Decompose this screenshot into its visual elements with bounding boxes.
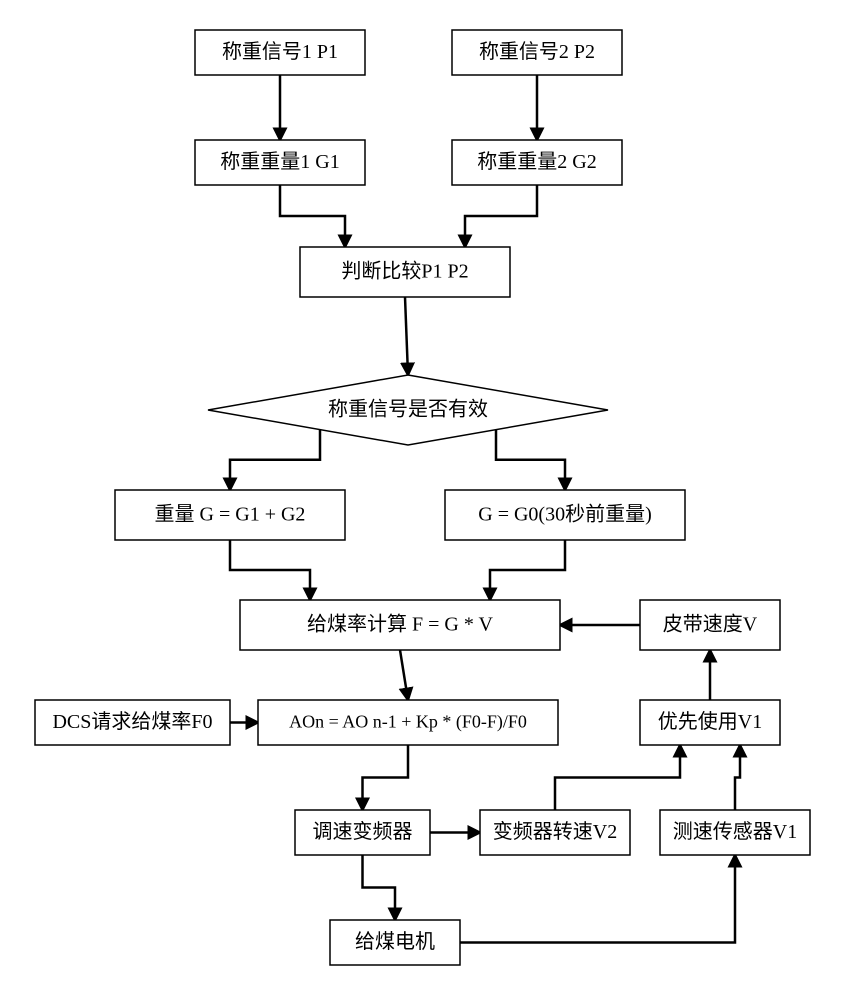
node-n13: 优先使用V1 bbox=[640, 700, 780, 745]
node-n7-label: 重量 G = G1 + G2 bbox=[155, 503, 306, 526]
node-n13-label: 优先使用V1 bbox=[658, 710, 762, 733]
edge-n12-n14 bbox=[363, 745, 409, 810]
node-n4: 称重重量2 G2 bbox=[452, 140, 622, 185]
flowchart-diagram: 称重信号1 P1 称重信号2 P2 称重重量1 G1 称重重量2 G2 判断比较P1 P… bbox=[0, 0, 856, 1000]
node-n9: 给煤率计算 F = G * V bbox=[240, 600, 560, 650]
node-n3-label: 称重重量1 G1 bbox=[220, 150, 339, 173]
node-n16: 测速传感器V1 bbox=[660, 810, 810, 855]
edge-n3-n5 bbox=[280, 185, 345, 247]
node-n14-label: 调速变频器 bbox=[313, 820, 413, 843]
node-n6-label: 称重信号是否有效 bbox=[328, 398, 488, 421]
node-n8: G = G0(30秒前重量) bbox=[445, 490, 685, 540]
node-n16-label: 测速传感器V1 bbox=[673, 820, 797, 843]
node-n2: 称重信号2 P2 bbox=[452, 30, 622, 75]
node-n14: 调速变频器 bbox=[295, 810, 430, 855]
edge-n9-n12 bbox=[400, 650, 408, 700]
edge-n8-n9 bbox=[490, 540, 565, 600]
node-n17-label: 给煤电机 bbox=[355, 930, 435, 953]
node-n11: DCS请求给煤率F0 bbox=[35, 700, 230, 745]
node-n5: 判断比较P1 P2 bbox=[300, 247, 510, 297]
node-n9-label: 给煤率计算 F = G * V bbox=[307, 613, 493, 636]
node-n6: 称重信号是否有效 bbox=[208, 375, 608, 445]
node-n10-label: 皮带速度V bbox=[663, 613, 758, 636]
node-n1: 称重信号1 P1 bbox=[195, 30, 365, 75]
node-n7: 重量 G = G1 + G2 bbox=[115, 490, 345, 540]
node-n11-label: DCS请求给煤率F0 bbox=[52, 710, 212, 733]
edge-n16-n13 bbox=[735, 745, 740, 810]
node-n4-label: 称重重量2 G2 bbox=[477, 150, 596, 173]
node-n5-label: 判断比较P1 P2 bbox=[341, 260, 468, 283]
node-n8-label: G = G0(30秒前重量) bbox=[478, 503, 652, 526]
node-n2-label: 称重信号2 P2 bbox=[479, 40, 595, 63]
edge-n14-n17 bbox=[363, 855, 396, 920]
edge-n6-n7 bbox=[230, 430, 320, 490]
node-n15: 变频器转速V2 bbox=[480, 810, 630, 855]
node-n17: 给煤电机 bbox=[330, 920, 460, 965]
edge-n17-n16 bbox=[460, 855, 735, 943]
edge-n15-n13 bbox=[555, 745, 680, 810]
edge-n5-n6 bbox=[405, 297, 408, 375]
node-n10: 皮带速度V bbox=[640, 600, 780, 650]
node-n12: AOn = AO n-1 + Kp * (F0-F)/F0 bbox=[258, 700, 558, 745]
node-n1-label: 称重信号1 P1 bbox=[222, 40, 338, 63]
node-n3: 称重重量1 G1 bbox=[195, 140, 365, 185]
node-n12-label: AOn = AO n-1 + Kp * (F0-F)/F0 bbox=[289, 712, 527, 733]
edge-n7-n9 bbox=[230, 540, 310, 600]
edge-n6-n8 bbox=[496, 430, 565, 490]
node-n15-label: 变频器转速V2 bbox=[493, 820, 617, 843]
edge-n4-n5 bbox=[465, 185, 537, 247]
